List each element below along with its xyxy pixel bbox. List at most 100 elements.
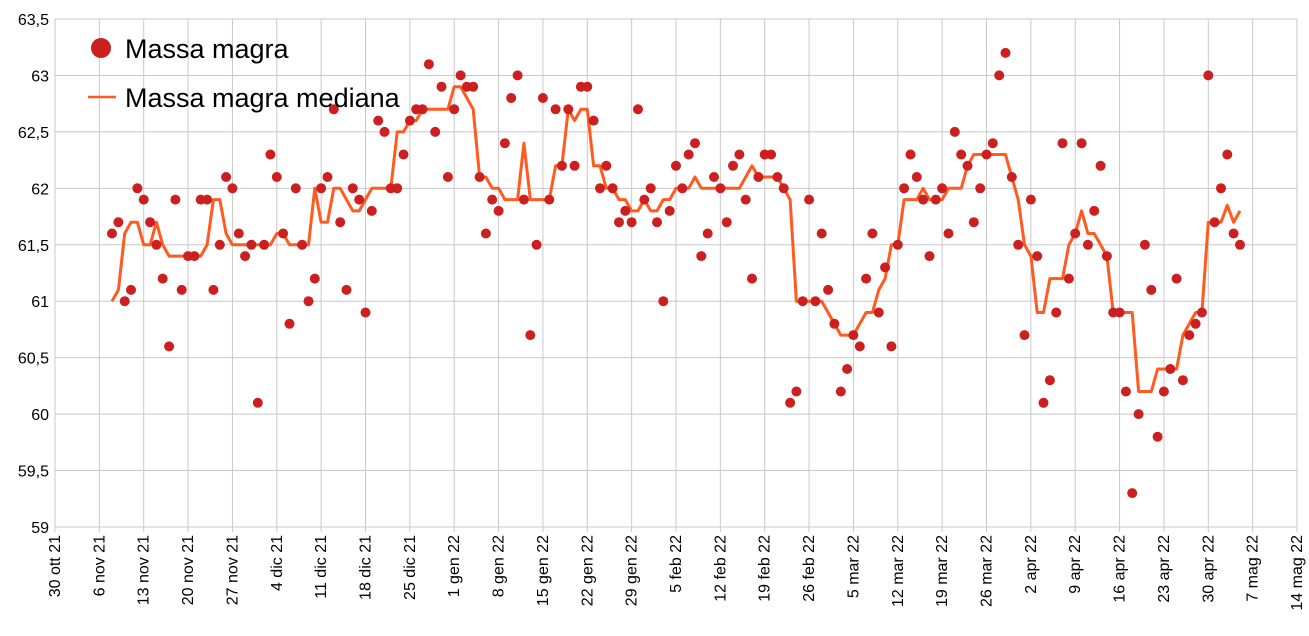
data-point (588, 115, 599, 126)
data-point (170, 194, 181, 205)
x-tick-label: 5 feb 22 (668, 535, 685, 593)
x-tick-label: 13 nov 21 (136, 535, 153, 605)
data-point (1209, 217, 1220, 228)
data-point (347, 183, 358, 194)
data-point (328, 104, 339, 115)
data-point (753, 172, 764, 182)
data-point (848, 330, 859, 341)
data-point (189, 251, 200, 262)
data-point (202, 194, 213, 205)
x-tick-label: 19 feb 22 (757, 535, 774, 602)
x-tick-label: 2 apr 22 (1023, 535, 1040, 594)
data-point (297, 239, 308, 250)
data-point (1044, 375, 1055, 386)
data-point (1057, 138, 1068, 149)
x-tick-label: 30 ott 21 (47, 535, 64, 597)
data-point (854, 341, 865, 352)
data-point (430, 126, 441, 137)
data-point (132, 183, 143, 194)
x-tick-label: 14 mag 22 (1289, 535, 1306, 611)
data-point (442, 172, 453, 182)
y-tick-label: 62 (31, 181, 49, 198)
x-tick-labels: 30 ott 21 6 nov 21 13 nov 21 20 nov 21 27 no… (47, 535, 1306, 611)
data-point (417, 104, 428, 115)
data-point (626, 217, 637, 228)
x-tick-label: 9 apr 22 (1067, 535, 1084, 594)
y-tick-label: 61 (31, 294, 49, 311)
x-tick-label: 22 gen 22 (579, 535, 596, 606)
data-point (303, 296, 314, 307)
data-point (861, 273, 872, 284)
data-point (620, 205, 631, 216)
data-point (949, 126, 960, 137)
data-point (107, 228, 117, 239)
data-point (474, 172, 485, 182)
data-point (1203, 70, 1214, 81)
x-tick-label: 12 feb 22 (712, 535, 729, 602)
data-point (645, 183, 656, 194)
x-tick-label: 8 gen 22 (491, 535, 508, 597)
x-tick-label: 7 mag 22 (1245, 535, 1262, 602)
scatter-series (107, 47, 1245, 499)
x-tick-label: 26 mar 22 (979, 535, 996, 607)
y-tick-label: 61,5 (18, 238, 49, 255)
data-point (1006, 172, 1017, 182)
x-tick-label: 20 nov 21 (180, 535, 197, 605)
data-point (911, 172, 922, 182)
x-tick-label: 12 mar 22 (890, 535, 907, 607)
y-tick-label: 62,5 (18, 125, 49, 142)
data-point (601, 160, 612, 171)
y-tick-labels: 59 59,5 60 60,5 61 61,5 62 62,5 63 63,5 (18, 12, 49, 537)
data-point (531, 239, 542, 250)
data-point (1095, 160, 1106, 171)
data-point (905, 149, 916, 160)
data-point (639, 194, 650, 205)
y-tick-label: 59 (31, 520, 49, 537)
data-point (373, 115, 384, 126)
y-tick-label: 63 (31, 68, 49, 85)
data-point (937, 183, 948, 194)
data-point (360, 307, 371, 318)
data-point (119, 296, 130, 307)
data-point (151, 239, 162, 250)
data-point (366, 205, 377, 216)
data-point (696, 251, 707, 262)
data-point (126, 284, 136, 295)
data-point (677, 183, 688, 194)
data-point (797, 296, 808, 307)
data-point (145, 217, 156, 228)
x-tick-label: 23 apr 22 (1156, 535, 1173, 603)
data-point (835, 386, 846, 397)
x-tick-label: 6 nov 21 (91, 535, 108, 596)
legend-label-line: Massa magra mediana (125, 83, 401, 113)
data-point (1019, 330, 1030, 341)
data-point (823, 284, 834, 295)
data-point (1013, 239, 1024, 250)
x-tick-label: 29 gen 22 (624, 535, 641, 606)
data-point (449, 104, 460, 115)
data-point (747, 273, 757, 284)
data-point (690, 138, 700, 149)
data-point (563, 104, 574, 115)
data-point (1038, 397, 1049, 408)
data-point (252, 397, 263, 408)
data-point (1114, 307, 1125, 318)
data-point (930, 194, 941, 205)
data-point (899, 183, 910, 194)
data-point (873, 307, 884, 318)
data-point (1133, 409, 1144, 420)
data-point (892, 239, 903, 250)
data-point (290, 183, 301, 194)
data-point (842, 364, 853, 374)
data-point (278, 228, 289, 239)
data-point (518, 194, 529, 205)
data-point (1063, 273, 1074, 284)
data-point (728, 160, 738, 171)
data-point (487, 194, 498, 205)
data-point (1000, 47, 1011, 58)
data-point (1127, 488, 1138, 499)
data-point (1190, 318, 1201, 329)
data-point (1146, 284, 1157, 295)
data-point (341, 284, 352, 295)
